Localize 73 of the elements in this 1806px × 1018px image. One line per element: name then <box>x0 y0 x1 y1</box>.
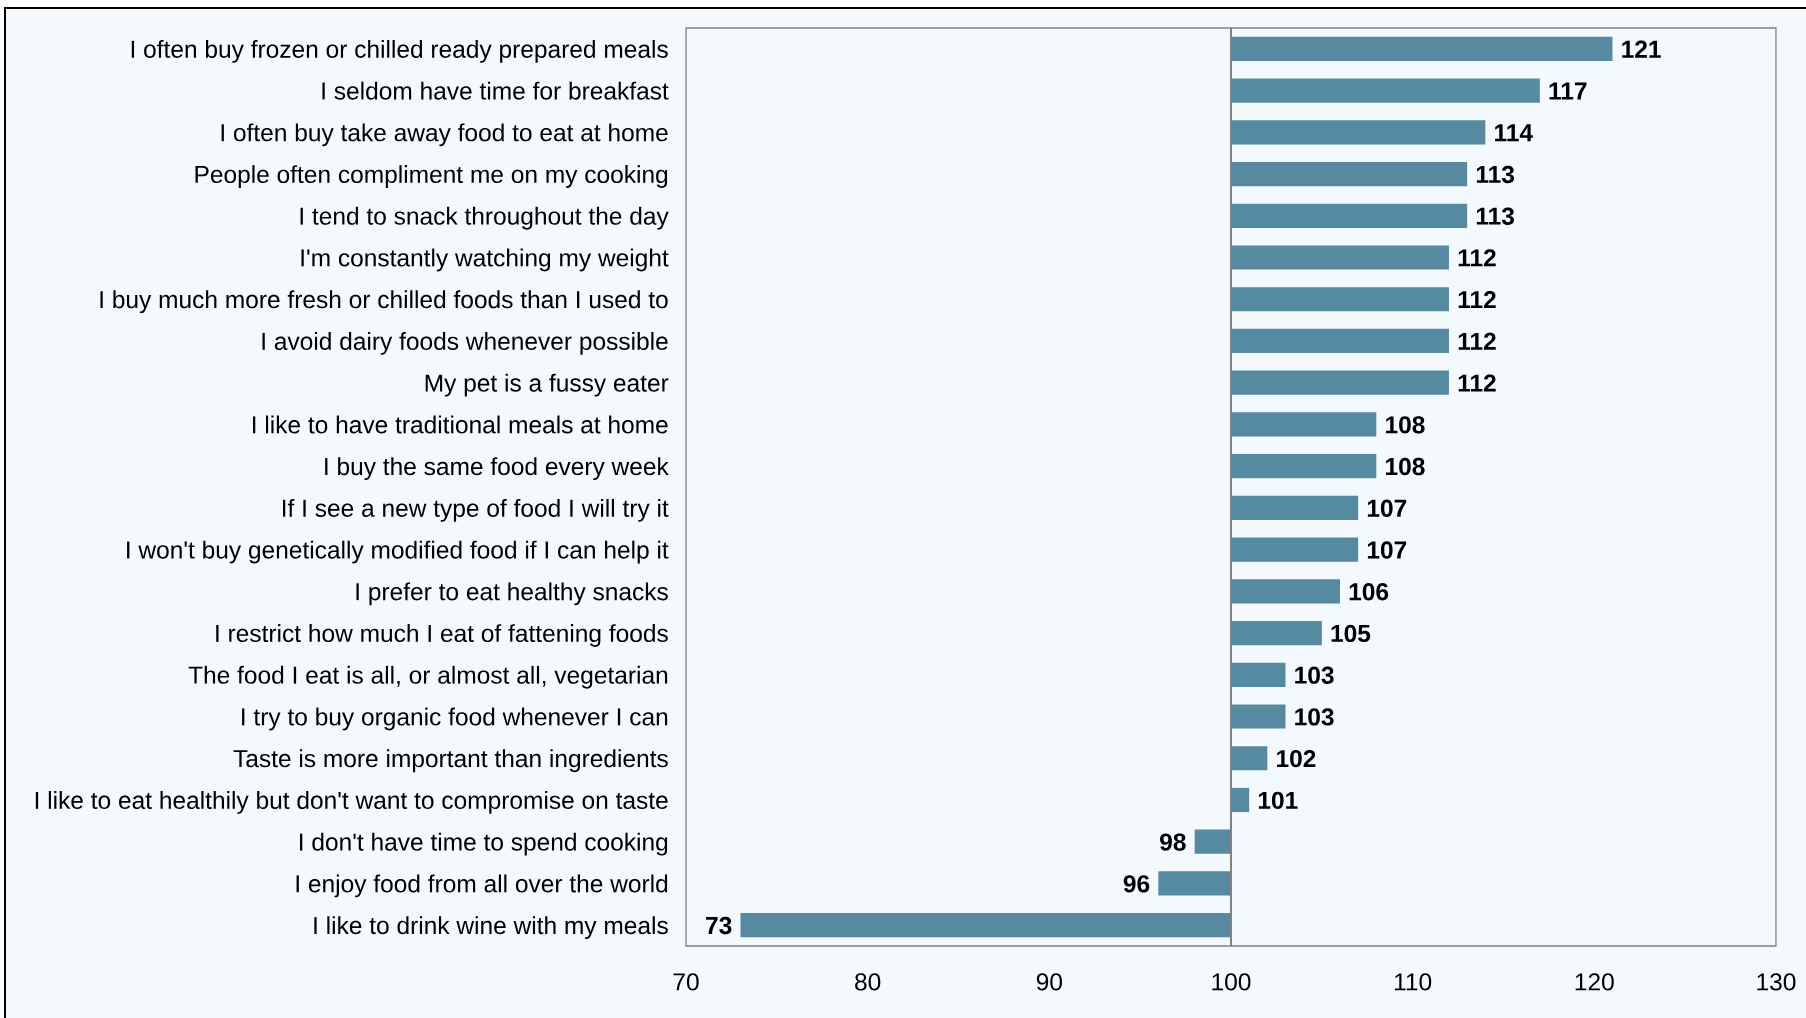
y-tick-label: My pet is a fussy eater <box>425 373 669 397</box>
y-tick-label: I don't have time to spend cooking <box>300 832 668 856</box>
bar <box>1230 287 1449 312</box>
y-tick-label: I like to eat healthily but don't want to compromise on taste <box>35 791 668 814</box>
bar <box>1158 871 1231 896</box>
data-label: 98 <box>1160 833 1186 851</box>
data-label: 106 <box>1349 583 1389 601</box>
data-label: 103 <box>1295 708 1334 726</box>
bar <box>1230 746 1268 771</box>
x-tick-label: 90 <box>1036 973 1062 991</box>
x-tick-label: 120 <box>1575 973 1614 991</box>
y-tick-label: I avoid dairy foods whenever possible <box>262 332 668 355</box>
y-tick-label: I like to have traditional meals at home <box>252 415 668 434</box>
y-tick-label: I seldom have time for breakfast <box>322 81 669 100</box>
y-tick-label: Taste is more important than ingredients <box>233 749 668 773</box>
y-tick-label: I often buy frozen or chilled ready prepared meals <box>131 39 668 63</box>
bar <box>1230 704 1286 729</box>
data-label: 103 <box>1295 666 1334 684</box>
data-label: 101 <box>1258 791 1298 810</box>
x-tick-label: 130 <box>1757 973 1796 991</box>
y-tick-label: I restrict how much I eat of fattening foods <box>216 624 668 647</box>
data-label: 73 <box>706 916 732 935</box>
y-tick-label: I buy much more fresh or chilled foods than I used to <box>100 290 668 314</box>
bar <box>1230 161 1468 187</box>
y-tick-label: People often compliment me on my cooking <box>195 165 668 188</box>
bar <box>1230 412 1377 437</box>
y-tick-label: The food I eat is all, or almost all, vegetarian <box>188 665 668 689</box>
y-tick-label: I enjoy food from all over the world <box>296 874 668 898</box>
x-tick-label: 80 <box>855 973 881 991</box>
bar <box>740 913 1231 938</box>
y-tick-label: If I see a new type of food I will try it <box>282 498 669 522</box>
data-label: 117 <box>1549 82 1587 100</box>
data-label: 108 <box>1386 457 1425 476</box>
y-tick-label: I won't buy genetically modified food if I can help it <box>127 540 669 564</box>
bar <box>1230 620 1322 646</box>
data-label: 96 <box>1123 875 1150 893</box>
bar <box>1230 203 1468 228</box>
data-label: 108 <box>1386 416 1425 434</box>
y-tick-label: I'm constantly watching my weight <box>301 248 669 272</box>
bar <box>1230 78 1540 103</box>
y-tick-label: I often buy take away food to eat at home <box>221 123 668 147</box>
data-label: 113 <box>1476 207 1514 225</box>
x-tick-label: 70 <box>673 973 699 991</box>
data-label: 112 <box>1458 290 1496 309</box>
data-label: 113 <box>1476 165 1514 184</box>
y-tick-label: I tend to snack throughout the day <box>300 206 669 230</box>
data-label: 121 <box>1622 40 1661 58</box>
bar <box>1230 328 1449 354</box>
y-tick-label: I like to drink wine with my meals <box>314 916 668 940</box>
bar <box>1230 662 1286 687</box>
data-label: 112 <box>1458 374 1496 392</box>
bar <box>1230 787 1250 813</box>
bar <box>1230 245 1449 270</box>
bar <box>1230 370 1449 395</box>
bar <box>1230 537 1359 562</box>
data-label: 107 <box>1367 499 1407 517</box>
data-label: 112 <box>1458 332 1496 350</box>
bar <box>1230 120 1486 145</box>
y-tick-label: I prefer to eat healthy snacks <box>356 582 668 606</box>
bar <box>1194 829 1231 854</box>
data-label: 105 <box>1331 624 1371 643</box>
data-label: 112 <box>1458 249 1496 267</box>
data-label: 107 <box>1367 541 1407 559</box>
bar <box>1230 454 1377 479</box>
bar <box>1230 36 1613 61</box>
data-label: 114 <box>1495 124 1533 142</box>
y-tick-label: I try to buy organic food whenever I can <box>242 707 668 731</box>
data-label: 102 <box>1277 749 1316 768</box>
x-tick-label: 110 <box>1394 973 1432 991</box>
bar <box>1230 579 1340 604</box>
y-tick-label: I buy the same food every week <box>325 457 669 481</box>
bar <box>1230 495 1359 520</box>
x-tick-label: 100 <box>1212 973 1251 991</box>
